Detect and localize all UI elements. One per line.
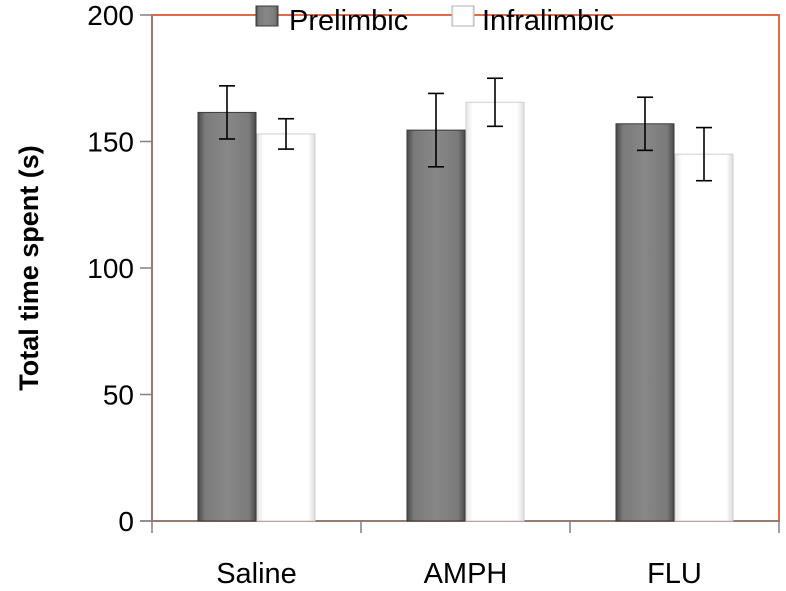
- category-labels: Saline AMPH FLU: [216, 558, 702, 590]
- y-axis-ticks: 0 50 100 150 200: [87, 0, 152, 537]
- error-bar-infralimbic-flu: [696, 126, 712, 182]
- legend: Prelimbic Infralimbic: [255, 5, 614, 37]
- category-label-saline: Saline: [216, 558, 297, 586]
- error-bar-prelimbic-flu: [637, 96, 653, 152]
- y-tick-label: 200: [87, 0, 134, 31]
- legend-label-prelimbic: Prelimbic: [289, 5, 408, 37]
- error-bar-infralimbic-saline: [278, 117, 294, 150]
- error-bars: [219, 77, 712, 182]
- x-axis-ticks: [151, 521, 780, 533]
- error-bar-prelimbic-saline: [219, 85, 235, 140]
- y-tick-label: 50: [103, 380, 134, 411]
- error-bar-infralimbic-amph: [487, 77, 503, 128]
- legend-label-infralimbic: Infralimbic: [482, 5, 614, 37]
- y-tick-label: 100: [87, 253, 134, 284]
- category-label-amph: AMPH: [424, 558, 508, 586]
- legend-swatch-infralimbic: [451, 5, 475, 27]
- y-axis-title: Total time spent (s): [14, 145, 44, 391]
- category-label-flu: FLU: [647, 558, 702, 586]
- bar-prelimbic-amph: [406, 129, 466, 522]
- bar-infralimbic-flu: [674, 153, 734, 522]
- bar-prelimbic-saline: [197, 111, 257, 522]
- error-bar-prelimbic-amph: [428, 92, 444, 168]
- bar-prelimbic-flu: [615, 123, 675, 522]
- y-tick-label: 0: [118, 506, 134, 537]
- bar-infralimbic-saline: [256, 133, 316, 522]
- bar-infralimbic-amph: [465, 101, 525, 522]
- legend-swatch-prelimbic: [255, 5, 279, 27]
- y-tick-label: 150: [87, 127, 134, 158]
- bars: [197, 101, 734, 522]
